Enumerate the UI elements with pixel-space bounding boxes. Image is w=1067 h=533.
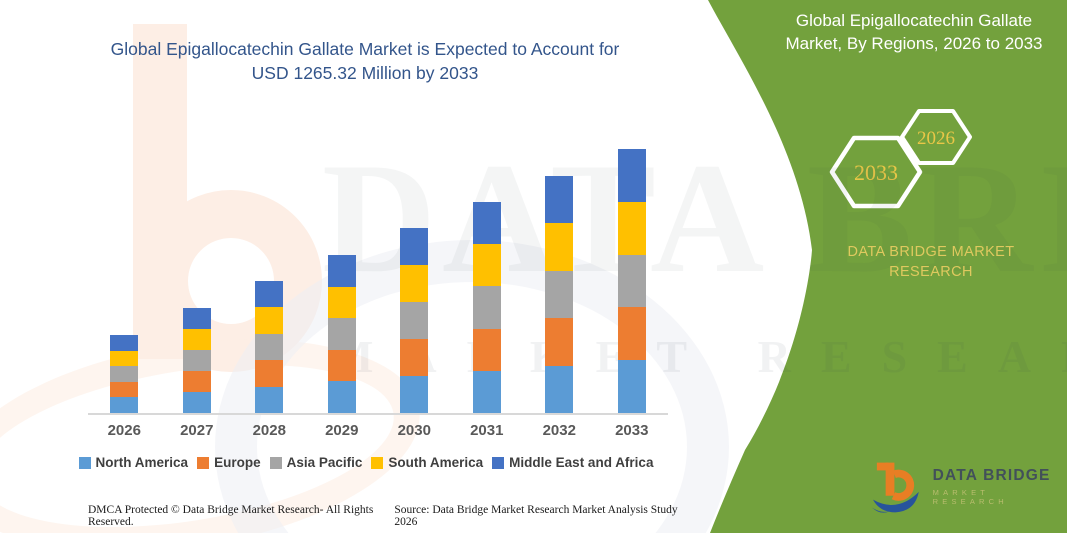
bar-segment-middle-east-and-africa bbox=[110, 335, 139, 351]
bar-segment-south-america bbox=[327, 286, 356, 319]
bar-segment-north-america bbox=[617, 360, 646, 413]
bars-row bbox=[88, 149, 668, 415]
bar-segment-north-america bbox=[255, 386, 284, 413]
bar-segment-asia-pacific bbox=[400, 302, 429, 339]
legend-swatch bbox=[197, 456, 210, 469]
hexagon-2026-year: 2026 bbox=[917, 128, 955, 149]
x-axis-labels: 2026 2027 2028 2029 2030 2031 2032 2033 bbox=[88, 422, 668, 439]
panel-brand-text: DATA BRIDGE MARKET RESEARCH bbox=[847, 244, 1015, 280]
dbmr-logo: DATA BRIDGE MARKET RESEARCH bbox=[872, 458, 1067, 514]
x-tick-label-2029: 2029 bbox=[325, 422, 359, 439]
legend-item-middle-east-and-africa: Middle East and Africa bbox=[492, 455, 653, 470]
hexagon-2033-badge: 2033 bbox=[829, 135, 923, 209]
bar-segment-europe bbox=[182, 371, 211, 392]
legend-swatch bbox=[78, 456, 91, 469]
bar-segment-middle-east-and-africa bbox=[255, 281, 284, 308]
bar-segment-middle-east-and-africa bbox=[400, 228, 429, 265]
bar-segment-europe bbox=[400, 339, 429, 376]
bar-segment-south-america bbox=[110, 350, 139, 367]
legend-label: Asia Pacific bbox=[286, 455, 363, 470]
bar-segment-north-america bbox=[545, 365, 574, 413]
x-tick-label-2032: 2032 bbox=[542, 422, 576, 439]
stacked-bar-2031 bbox=[472, 202, 501, 413]
legend-label: Europe bbox=[214, 455, 261, 470]
bar-segment-asia-pacific bbox=[255, 333, 284, 361]
bar-segment-asia-pacific bbox=[110, 366, 139, 382]
bar-segment-middle-east-and-africa bbox=[472, 202, 501, 245]
hexagon-2026-outline bbox=[900, 109, 972, 165]
bar-segment-north-america bbox=[182, 392, 211, 413]
bar-segment-europe bbox=[472, 328, 501, 371]
bar-segment-south-america bbox=[182, 329, 211, 350]
stacked-bar-2028 bbox=[255, 281, 284, 413]
bar-segment-europe bbox=[545, 318, 574, 366]
x-tick-label-2031: 2031 bbox=[470, 422, 504, 439]
bar-segment-north-america bbox=[472, 370, 501, 413]
stacked-bar-2027 bbox=[182, 308, 211, 413]
legend-item-north-america: North America bbox=[78, 455, 189, 470]
x-tick-label-2030: 2030 bbox=[397, 422, 431, 439]
bar-segment-asia-pacific bbox=[545, 270, 574, 319]
panel-title: Global Epigallocatechin Gallate Market, … bbox=[785, 11, 1043, 53]
bar-segment-north-america bbox=[400, 376, 429, 413]
bar-segment-asia-pacific bbox=[472, 286, 501, 329]
chart-headline: Global Epigallocatechin Gallate Market i… bbox=[110, 39, 620, 83]
dmca-notice: DMCA Protected © Data Bridge Market Rese… bbox=[88, 504, 374, 528]
bar-segment-asia-pacific bbox=[617, 254, 646, 308]
footer: DMCA Protected © Data Bridge Market Rese… bbox=[88, 504, 678, 528]
legend-swatch bbox=[492, 456, 505, 469]
x-tick-label-2026: 2026 bbox=[107, 422, 141, 439]
bar-segment-asia-pacific bbox=[182, 350, 211, 371]
hexagon-2033-year: 2033 bbox=[854, 160, 898, 185]
stacked-bar-2029 bbox=[327, 255, 356, 413]
bar-segment-south-america bbox=[617, 201, 646, 255]
legend-swatch bbox=[269, 456, 282, 469]
bar-segment-south-america bbox=[255, 307, 284, 334]
bar-segment-europe bbox=[617, 307, 646, 361]
bar-segment-south-america bbox=[400, 265, 429, 302]
bar-segment-north-america bbox=[110, 397, 139, 413]
legend: North America Europe Asia Pacific South Ame… bbox=[60, 455, 672, 470]
bar-segment-europe bbox=[255, 360, 284, 387]
stacked-bar-2026 bbox=[110, 335, 139, 413]
x-tick-label-2033: 2033 bbox=[615, 422, 649, 439]
bar-segment-asia-pacific bbox=[327, 318, 356, 350]
legend-item-europe: Europe bbox=[197, 455, 261, 470]
legend-label: South America bbox=[388, 455, 484, 470]
legend-label: North America bbox=[95, 455, 189, 470]
dbmr-logo-icon bbox=[872, 462, 919, 513]
x-tick-label-2028: 2028 bbox=[252, 422, 286, 439]
stacked-bar-2030 bbox=[400, 228, 429, 413]
bar-segment-europe bbox=[327, 349, 356, 382]
bar-segment-europe bbox=[110, 381, 139, 398]
hexagon-2033-outline bbox=[829, 135, 923, 209]
bar-segment-south-america bbox=[545, 223, 574, 271]
bar-segment-north-america bbox=[327, 381, 356, 413]
legend-item-asia-pacific: Asia Pacific bbox=[269, 455, 363, 470]
x-tick-label-2027: 2027 bbox=[180, 422, 214, 439]
bar-segment-south-america bbox=[472, 244, 501, 287]
bar-segment-middle-east-and-africa bbox=[617, 149, 646, 202]
bar-segment-middle-east-and-africa bbox=[545, 176, 574, 224]
dbmr-logo-subtitle: MARKET RESEARCH bbox=[932, 487, 1008, 506]
stacked-bar-2032 bbox=[545, 176, 574, 413]
bar-segment-middle-east-and-africa bbox=[327, 255, 356, 287]
dbmr-logo-title: DATA BRIDGE bbox=[932, 466, 1051, 484]
stacked-bar-2033 bbox=[617, 149, 646, 413]
bar-segment-middle-east-and-africa bbox=[182, 308, 211, 329]
legend-label: Middle East and Africa bbox=[509, 455, 654, 470]
legend-item-south-america: South America bbox=[371, 455, 483, 470]
stacked-bar-chart: 2026 2027 2028 2029 2030 2031 2032 2033 bbox=[88, 149, 668, 439]
legend-swatch bbox=[371, 456, 384, 469]
hexagon-2026-badge: 2026 bbox=[900, 109, 972, 165]
source-note: Source: Data Bridge Market Research Mark… bbox=[394, 504, 678, 528]
dbmr-logo-words: DATA BRIDGE MARKET RESEARCH bbox=[933, 467, 1067, 506]
green-panel-shape bbox=[708, 0, 1067, 533]
